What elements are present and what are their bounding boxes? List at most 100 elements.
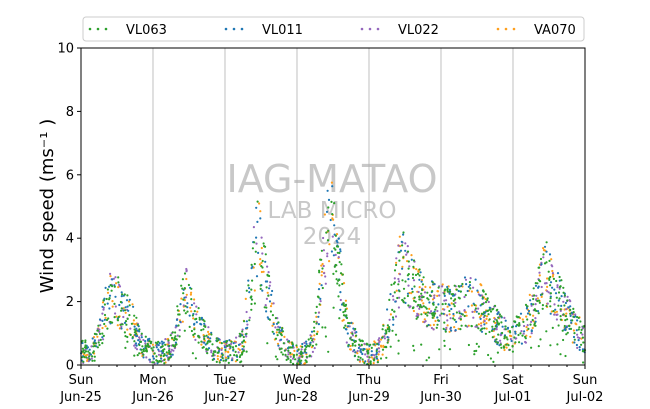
- scatter-point: [160, 350, 163, 353]
- scatter-point: [426, 297, 429, 300]
- scatter-point: [457, 296, 460, 299]
- scatter-point: [362, 349, 365, 352]
- scatter-point: [136, 323, 139, 326]
- scatter-point: [479, 329, 482, 332]
- scatter-point: [514, 332, 517, 335]
- scatter-point: [227, 361, 230, 364]
- scatter-point: [537, 312, 540, 315]
- scatter-point: [244, 297, 247, 300]
- scatter-point: [466, 289, 469, 293]
- scatter-point: [305, 345, 308, 349]
- scatter-point: [314, 311, 317, 314]
- scatter-point: [375, 353, 378, 356]
- scatter-point: [339, 272, 343, 275]
- scatter-point: [289, 351, 292, 355]
- scatter-point: [145, 356, 148, 359]
- scatter-point: [402, 287, 406, 290]
- scatter-point: [236, 358, 239, 362]
- scatter-point: [264, 280, 267, 283]
- scatter-point: [216, 357, 219, 361]
- scatter-point: [418, 307, 421, 310]
- scatter-point: [480, 314, 483, 317]
- scatter-point: [493, 304, 497, 307]
- scatter-point: [252, 226, 255, 229]
- scatter-point: [565, 308, 568, 311]
- scatter-point: [119, 300, 122, 304]
- scatter-point: [331, 213, 334, 216]
- scatter-point: [575, 343, 579, 347]
- scatter-point: [367, 360, 370, 363]
- scatter-point: [136, 329, 140, 332]
- scatter-point: [551, 286, 554, 289]
- scatter-point: [559, 353, 562, 356]
- scatter-point: [296, 362, 299, 365]
- scatter-point: [203, 335, 206, 338]
- scatter-point: [203, 341, 206, 344]
- scatter-point: [395, 263, 398, 267]
- scatter-point: [182, 292, 185, 295]
- scatter-point: [452, 317, 455, 320]
- scatter-point: [184, 312, 187, 315]
- scatter-point: [388, 327, 391, 331]
- scatter-point: [195, 313, 198, 316]
- scatter-point: [496, 312, 499, 316]
- scatter-point: [495, 328, 498, 331]
- scatter-point: [311, 344, 314, 347]
- scatter-point: [506, 326, 510, 329]
- scatter-point: [558, 287, 561, 290]
- legend-marker: [376, 27, 380, 31]
- scatter-point: [319, 258, 322, 261]
- scatter-point: [218, 347, 221, 350]
- scatter-point: [420, 343, 423, 346]
- scatter-point: [347, 344, 350, 347]
- scatter-point: [503, 348, 506, 352]
- x-tick-label-date: Jun-29: [347, 390, 390, 405]
- scatter-point: [551, 275, 555, 278]
- scatter-point: [494, 318, 497, 321]
- scatter-point: [467, 305, 470, 308]
- scatter-point: [537, 345, 540, 348]
- scatter-point: [326, 255, 329, 258]
- scatter-point: [167, 339, 170, 342]
- scatter-point: [452, 303, 455, 306]
- scatter-point: [180, 284, 183, 287]
- scatter-point: [378, 337, 381, 340]
- scatter-point: [259, 284, 262, 287]
- scatter-point: [347, 325, 350, 328]
- scatter-point: [220, 342, 223, 345]
- scatter-point: [134, 346, 137, 349]
- scatter-point: [392, 323, 395, 326]
- scatter-point: [174, 341, 177, 344]
- scatter-point: [183, 309, 186, 312]
- scatter-point: [493, 327, 496, 330]
- scatter-point: [380, 338, 383, 341]
- scatter-point: [263, 245, 266, 248]
- scatter-point: [83, 351, 86, 354]
- scatter-point: [387, 338, 390, 341]
- scatter-point: [433, 310, 436, 313]
- scatter-point: [546, 302, 549, 305]
- scatter-point: [115, 315, 118, 318]
- scatter-point: [524, 341, 528, 344]
- scatter-point: [442, 312, 445, 315]
- scatter-point: [333, 265, 336, 268]
- scatter-point: [555, 310, 559, 313]
- scatter-point: [445, 314, 449, 317]
- scatter-point: [526, 324, 529, 327]
- scatter-point: [338, 317, 341, 320]
- scatter-point: [497, 311, 500, 314]
- scatter-point: [391, 308, 394, 311]
- scatter-point: [135, 316, 138, 319]
- scatter-point: [566, 299, 569, 302]
- scatter-point: [453, 305, 456, 308]
- scatter-point: [108, 307, 111, 310]
- scatter-point: [344, 308, 347, 311]
- scatter-point: [106, 288, 109, 291]
- scatter-point: [297, 348, 300, 351]
- scatter-point: [453, 294, 456, 297]
- scatter-point: [392, 298, 395, 301]
- scatter-point: [317, 315, 320, 318]
- scatter-point: [358, 338, 361, 341]
- scatter-point: [183, 329, 186, 332]
- scatter-point: [200, 329, 203, 332]
